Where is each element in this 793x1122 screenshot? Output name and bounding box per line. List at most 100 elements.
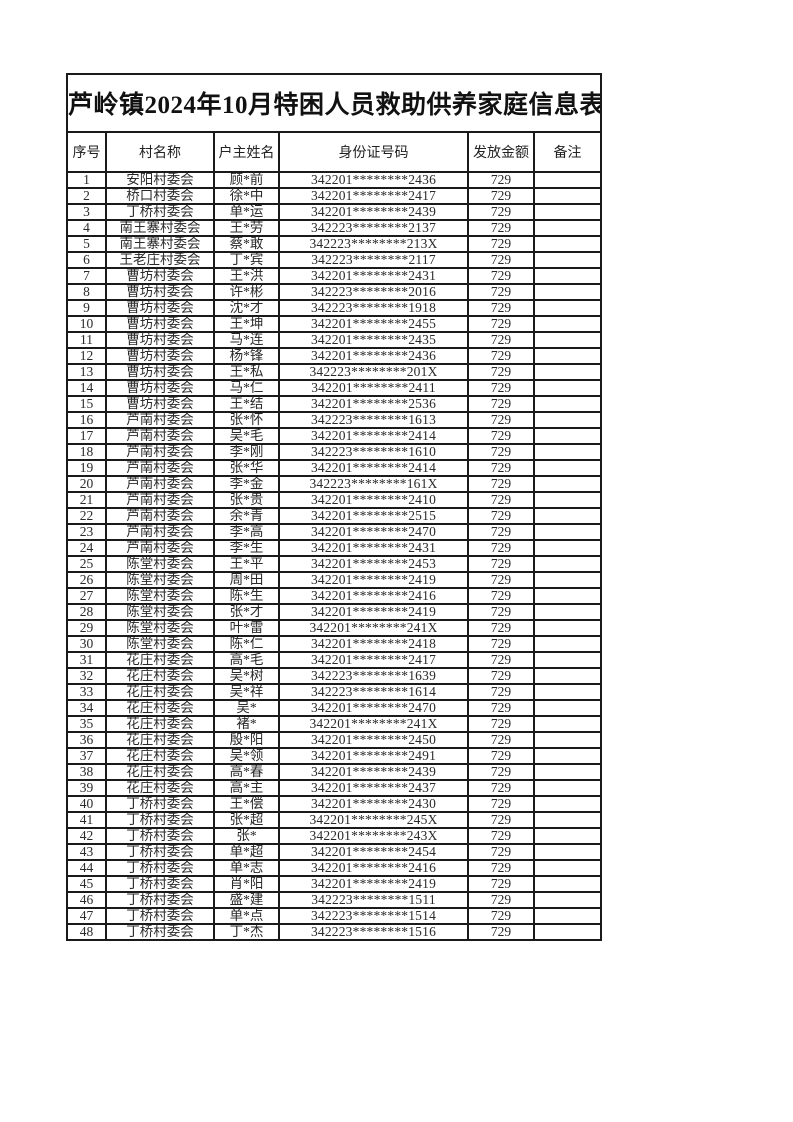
amount-cell: 729 xyxy=(467,907,535,925)
id-cell: 342201********2430 xyxy=(278,795,469,813)
id-cell: 342223********1514 xyxy=(278,907,469,925)
village-cell: 陈堂村委会 xyxy=(105,587,215,605)
id-cell: 342223********161X xyxy=(278,475,469,493)
village-cell: 丁桥村委会 xyxy=(105,203,215,221)
seq-cell: 3 xyxy=(66,203,107,221)
id-cell: 342201********2439 xyxy=(278,203,469,221)
remark-cell xyxy=(532,635,603,653)
table-row: 30 陈堂村委会 陈*仁 342201********2418 729 xyxy=(66,635,603,653)
id-cell: 342201********2414 xyxy=(278,427,469,445)
header-name: 户主姓名 xyxy=(213,131,280,173)
seq-cell: 26 xyxy=(66,571,107,589)
name-cell: 盛*建 xyxy=(213,891,280,909)
seq-cell: 19 xyxy=(66,459,107,477)
amount-cell: 729 xyxy=(467,315,535,333)
id-cell: 342201********2536 xyxy=(278,395,469,413)
amount-cell: 729 xyxy=(467,763,535,781)
amount-cell: 729 xyxy=(467,571,535,589)
table-title: 芦岭镇2024年10月特困人员救助供养家庭信息表 xyxy=(65,73,603,133)
name-cell: 陈*生 xyxy=(213,587,280,605)
header-row: 序号 村名称 户主姓名 身份证号码 发放金额 备注 xyxy=(66,131,603,173)
remark-cell xyxy=(532,587,603,605)
seq-cell: 39 xyxy=(66,779,107,797)
table-row: 5 南王寨村委会 蔡*敢 342223********213X 729 xyxy=(66,235,603,253)
village-cell: 芦南村委会 xyxy=(105,443,215,461)
village-cell: 芦南村委会 xyxy=(105,491,215,509)
table-row: 28 陈堂村委会 张*才 342201********2419 729 xyxy=(66,603,603,621)
id-cell: 342201********2453 xyxy=(278,555,469,573)
seq-cell: 37 xyxy=(66,747,107,765)
amount-cell: 729 xyxy=(467,443,535,461)
table-row: 44 丁桥村委会 单*志 342201********2416 729 xyxy=(66,859,603,877)
amount-cell: 729 xyxy=(467,459,535,477)
seq-cell: 2 xyxy=(66,187,107,205)
seq-cell: 15 xyxy=(66,395,107,413)
name-cell: 吴*毛 xyxy=(213,427,280,445)
name-cell: 高*春 xyxy=(213,763,280,781)
id-cell: 342201********2470 xyxy=(278,699,469,717)
village-cell: 陈堂村委会 xyxy=(105,571,215,589)
name-cell: 马*仁 xyxy=(213,379,280,397)
amount-cell: 729 xyxy=(467,827,535,845)
name-cell: 丁*杰 xyxy=(213,923,280,941)
village-cell: 陈堂村委会 xyxy=(105,635,215,653)
name-cell: 沈*才 xyxy=(213,299,280,317)
table-row: 31 花庄村委会 高*毛 342201********2417 729 xyxy=(66,651,603,669)
village-cell: 桥口村委会 xyxy=(105,187,215,205)
amount-cell: 729 xyxy=(467,363,535,381)
id-cell: 342201********2435 xyxy=(278,331,469,349)
table-row: 4 南王寨村委会 王*劳 342223********2137 729 xyxy=(66,219,603,237)
table-body: 1 安阳村委会 顾*前 342201********2436 729 2 桥口村委会 徐*中 3… xyxy=(66,171,603,941)
remark-cell xyxy=(532,603,603,621)
remark-cell xyxy=(532,891,603,909)
village-cell: 丁桥村委会 xyxy=(105,811,215,829)
remark-cell xyxy=(532,427,603,445)
table-row: 18 芦南村委会 李*刚 342223********1610 729 xyxy=(66,443,603,461)
id-cell: 342201********2417 xyxy=(278,187,469,205)
id-cell: 342201********2437 xyxy=(278,779,469,797)
name-cell: 李*生 xyxy=(213,539,280,557)
table-row: 25 陈堂村委会 王*平 342201********2453 729 xyxy=(66,555,603,573)
remark-cell xyxy=(532,235,603,253)
village-cell: 丁桥村委会 xyxy=(105,827,215,845)
table-row: 26 陈堂村委会 周*田 342201********2419 729 xyxy=(66,571,603,589)
village-cell: 花庄村委会 xyxy=(105,747,215,765)
seq-cell: 33 xyxy=(66,683,107,701)
id-cell: 342201********2417 xyxy=(278,651,469,669)
name-cell: 陈*仁 xyxy=(213,635,280,653)
amount-cell: 729 xyxy=(467,859,535,877)
table-row: 13 曹坊村委会 王*私 342223********201X 729 xyxy=(66,363,603,381)
remark-cell xyxy=(532,363,603,381)
table-row: 17 芦南村委会 吴*毛 342201********2414 729 xyxy=(66,427,603,445)
seq-cell: 6 xyxy=(66,251,107,269)
village-cell: 芦南村委会 xyxy=(105,411,215,429)
village-cell: 王老庄村委会 xyxy=(105,251,215,269)
remark-cell xyxy=(532,715,603,733)
village-cell: 丁桥村委会 xyxy=(105,795,215,813)
header-seq: 序号 xyxy=(66,131,107,173)
seq-cell: 1 xyxy=(66,171,107,189)
table-row: 27 陈堂村委会 陈*生 342201********2416 729 xyxy=(66,587,603,605)
remark-cell xyxy=(532,491,603,509)
remark-cell xyxy=(532,811,603,829)
seq-cell: 13 xyxy=(66,363,107,381)
village-cell: 花庄村委会 xyxy=(105,699,215,717)
village-cell: 花庄村委会 xyxy=(105,715,215,733)
village-cell: 丁桥村委会 xyxy=(105,891,215,909)
amount-cell: 729 xyxy=(467,667,535,685)
amount-cell: 729 xyxy=(467,475,535,493)
seq-cell: 32 xyxy=(66,667,107,685)
amount-cell: 729 xyxy=(467,923,535,941)
seq-cell: 23 xyxy=(66,523,107,541)
amount-cell: 729 xyxy=(467,731,535,749)
name-cell: 吴*树 xyxy=(213,667,280,685)
id-cell: 342201********241X xyxy=(278,619,469,637)
name-cell: 吴*领 xyxy=(213,747,280,765)
id-cell: 342223********2016 xyxy=(278,283,469,301)
id-cell: 342201********2419 xyxy=(278,603,469,621)
name-cell: 徐*中 xyxy=(213,187,280,205)
table-row: 48 丁桥村委会 丁*杰 342223********1516 729 xyxy=(66,923,603,941)
amount-cell: 729 xyxy=(467,395,535,413)
header-id: 身份证号码 xyxy=(278,131,469,173)
amount-cell: 729 xyxy=(467,427,535,445)
